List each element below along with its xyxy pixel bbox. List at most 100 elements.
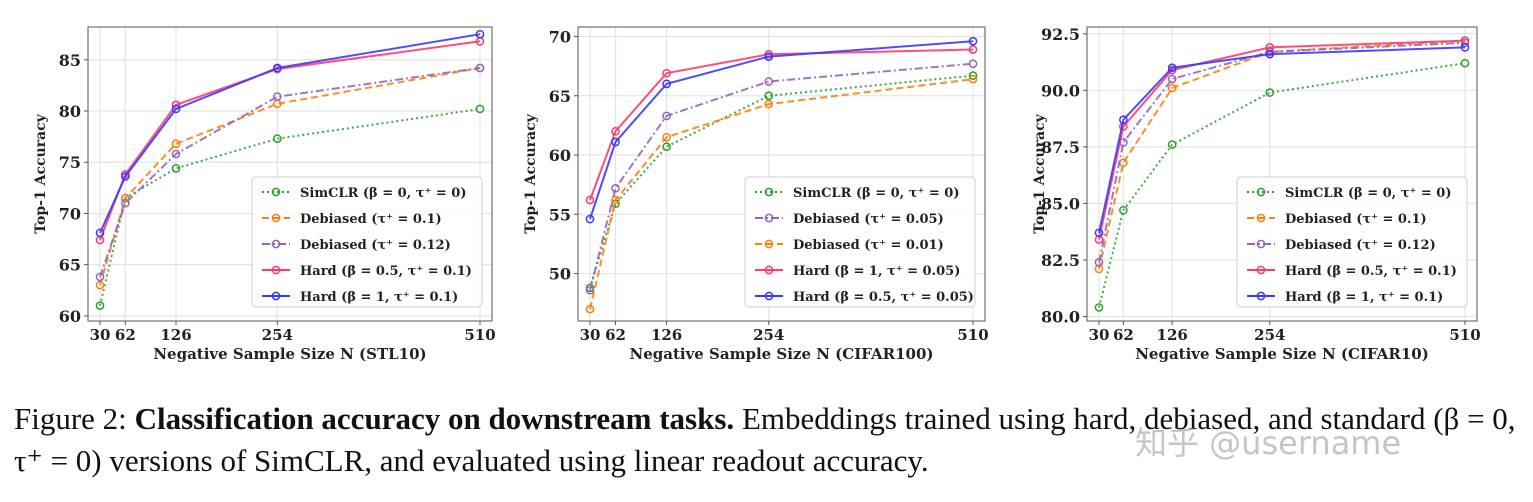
data-point	[662, 79, 671, 89]
y-tick-label: 50	[549, 265, 571, 284]
legend-marker	[764, 291, 774, 301]
legend-label: Hard (β = 1, τ⁺ = 0.05)	[793, 264, 960, 279]
y-tick-label: 70	[549, 27, 571, 46]
x-tick-label: 62	[115, 326, 136, 344]
data-point	[95, 272, 105, 282]
data-point	[272, 92, 282, 102]
data-point	[95, 301, 105, 310]
x-tick-label: 62	[1113, 326, 1134, 344]
data-point	[272, 63, 282, 73]
x-tick-label: 126	[651, 326, 682, 344]
data-point	[475, 63, 485, 73]
legend-marker	[271, 213, 281, 223]
series-line	[1098, 62, 1466, 308]
data-point	[1094, 303, 1104, 312]
caption-prefix: Figure 2:	[14, 401, 135, 436]
legend-label: Debiased (τ⁺ = 0.12)	[1285, 238, 1436, 253]
series-2	[585, 59, 978, 295]
x-tick-label: 254	[262, 326, 293, 344]
data-point	[611, 137, 620, 147]
series-line	[589, 40, 974, 220]
data-point	[585, 214, 595, 224]
series-1	[1094, 58, 1470, 312]
y-tick-label: 75	[59, 153, 81, 172]
chart-2: 30 62 126 254 510 50 55 60 65 70 Negative Sample S…	[523, 26, 989, 363]
y-tick-label: 82.5	[1041, 251, 1080, 270]
legend-label: Debiased (τ⁺ = 0.1)	[1285, 212, 1427, 227]
x-tick-label: 254	[753, 326, 784, 344]
series-4	[585, 45, 978, 205]
legend-marker	[764, 187, 774, 197]
y-tick-label: 90.0	[1041, 81, 1080, 100]
y-axis-label: Top-1 Accuracy	[1032, 113, 1048, 233]
data-point	[1167, 140, 1177, 149]
data-point	[1265, 49, 1275, 59]
series-3	[585, 74, 978, 314]
y-tick-label: 85.0	[1041, 194, 1080, 213]
data-point	[1460, 43, 1470, 52]
legend: SimCLR (β = 0, τ⁺ = 0) Debiased (τ⁺ = 0.1…	[251, 176, 483, 308]
legend-label: Hard (β = 0.5, τ⁺ = 0.05)	[793, 290, 974, 305]
legend: SimCLR (β = 0, τ⁺ = 0) Debiased (τ⁺ = 0.0…	[744, 176, 976, 308]
data-point	[968, 45, 978, 54]
series-line	[1098, 39, 1466, 240]
legend-label: Debiased (τ⁺ = 0.12)	[300, 238, 451, 253]
x-axis-label: Negative Sample Size N (STL10)	[153, 345, 426, 363]
y-tick-label: 70	[59, 204, 81, 223]
y-tick-label: 85	[59, 51, 81, 70]
y-tick-label: 65	[549, 87, 571, 106]
series-3	[95, 63, 485, 282]
legend-label: Hard (β = 1, τ⁺ = 0.1)	[1285, 290, 1443, 305]
series-line	[589, 78, 974, 310]
y-tick-label: 55	[549, 205, 571, 224]
legend-marker	[1256, 291, 1266, 301]
data-point	[968, 74, 978, 84]
series-5	[95, 29, 485, 238]
x-tick-label: 30	[90, 326, 111, 344]
y-tick-label: 65	[59, 256, 81, 275]
caption-bold: Classification accuracy on downstream ta…	[134, 401, 735, 436]
series-line	[1098, 46, 1466, 234]
legend-marker	[1256, 213, 1266, 223]
data-point	[662, 68, 671, 78]
legend-marker	[271, 187, 281, 197]
y-axis-label: Top-1 Accuracy	[523, 113, 539, 233]
x-tick-label: 62	[605, 326, 626, 344]
data-point	[95, 280, 105, 290]
data-point	[1167, 74, 1177, 84]
legend-marker	[1256, 239, 1266, 249]
legend-marker	[764, 213, 774, 223]
data-point	[662, 111, 671, 121]
legend-label: Debiased (τ⁺ = 0.1)	[300, 212, 442, 227]
data-point	[1167, 63, 1177, 73]
data-point	[1265, 88, 1275, 97]
data-point	[611, 195, 620, 205]
data-point	[764, 91, 774, 101]
y-tick-label: 92.5	[1041, 25, 1080, 44]
data-point	[1119, 205, 1128, 215]
y-tick-label: 60	[59, 307, 81, 326]
data-point	[764, 99, 774, 109]
legend-label: Debiased (τ⁺ = 0.01)	[793, 238, 944, 253]
x-tick-label: 126	[160, 326, 191, 344]
legend-label: Hard (β = 0.5, τ⁺ = 0.1)	[300, 264, 472, 279]
y-axis-label: Top-1 Accuracy	[33, 113, 49, 233]
data-point	[611, 183, 620, 193]
x-tick-label: 254	[1254, 326, 1285, 344]
series-line	[99, 33, 481, 234]
legend-marker	[271, 291, 281, 301]
series-5	[1094, 43, 1470, 238]
data-point	[968, 59, 978, 69]
data-point	[171, 149, 181, 159]
legend-label: Hard (β = 0.5, τ⁺ = 0.1)	[1285, 264, 1457, 279]
chart-1: 30 62 126 254 510 60 65 70 75 80 85 Negative Sample…	[33, 26, 496, 363]
y-tick-label: 60	[549, 146, 571, 165]
data-point	[171, 139, 181, 149]
x-tick-label: 510	[957, 326, 988, 344]
data-point	[662, 142, 671, 152]
series-line	[1098, 41, 1466, 263]
y-tick-label: 80	[59, 102, 81, 121]
data-point	[585, 304, 595, 314]
series-line	[589, 74, 974, 289]
x-tick-label: 30	[580, 326, 601, 344]
